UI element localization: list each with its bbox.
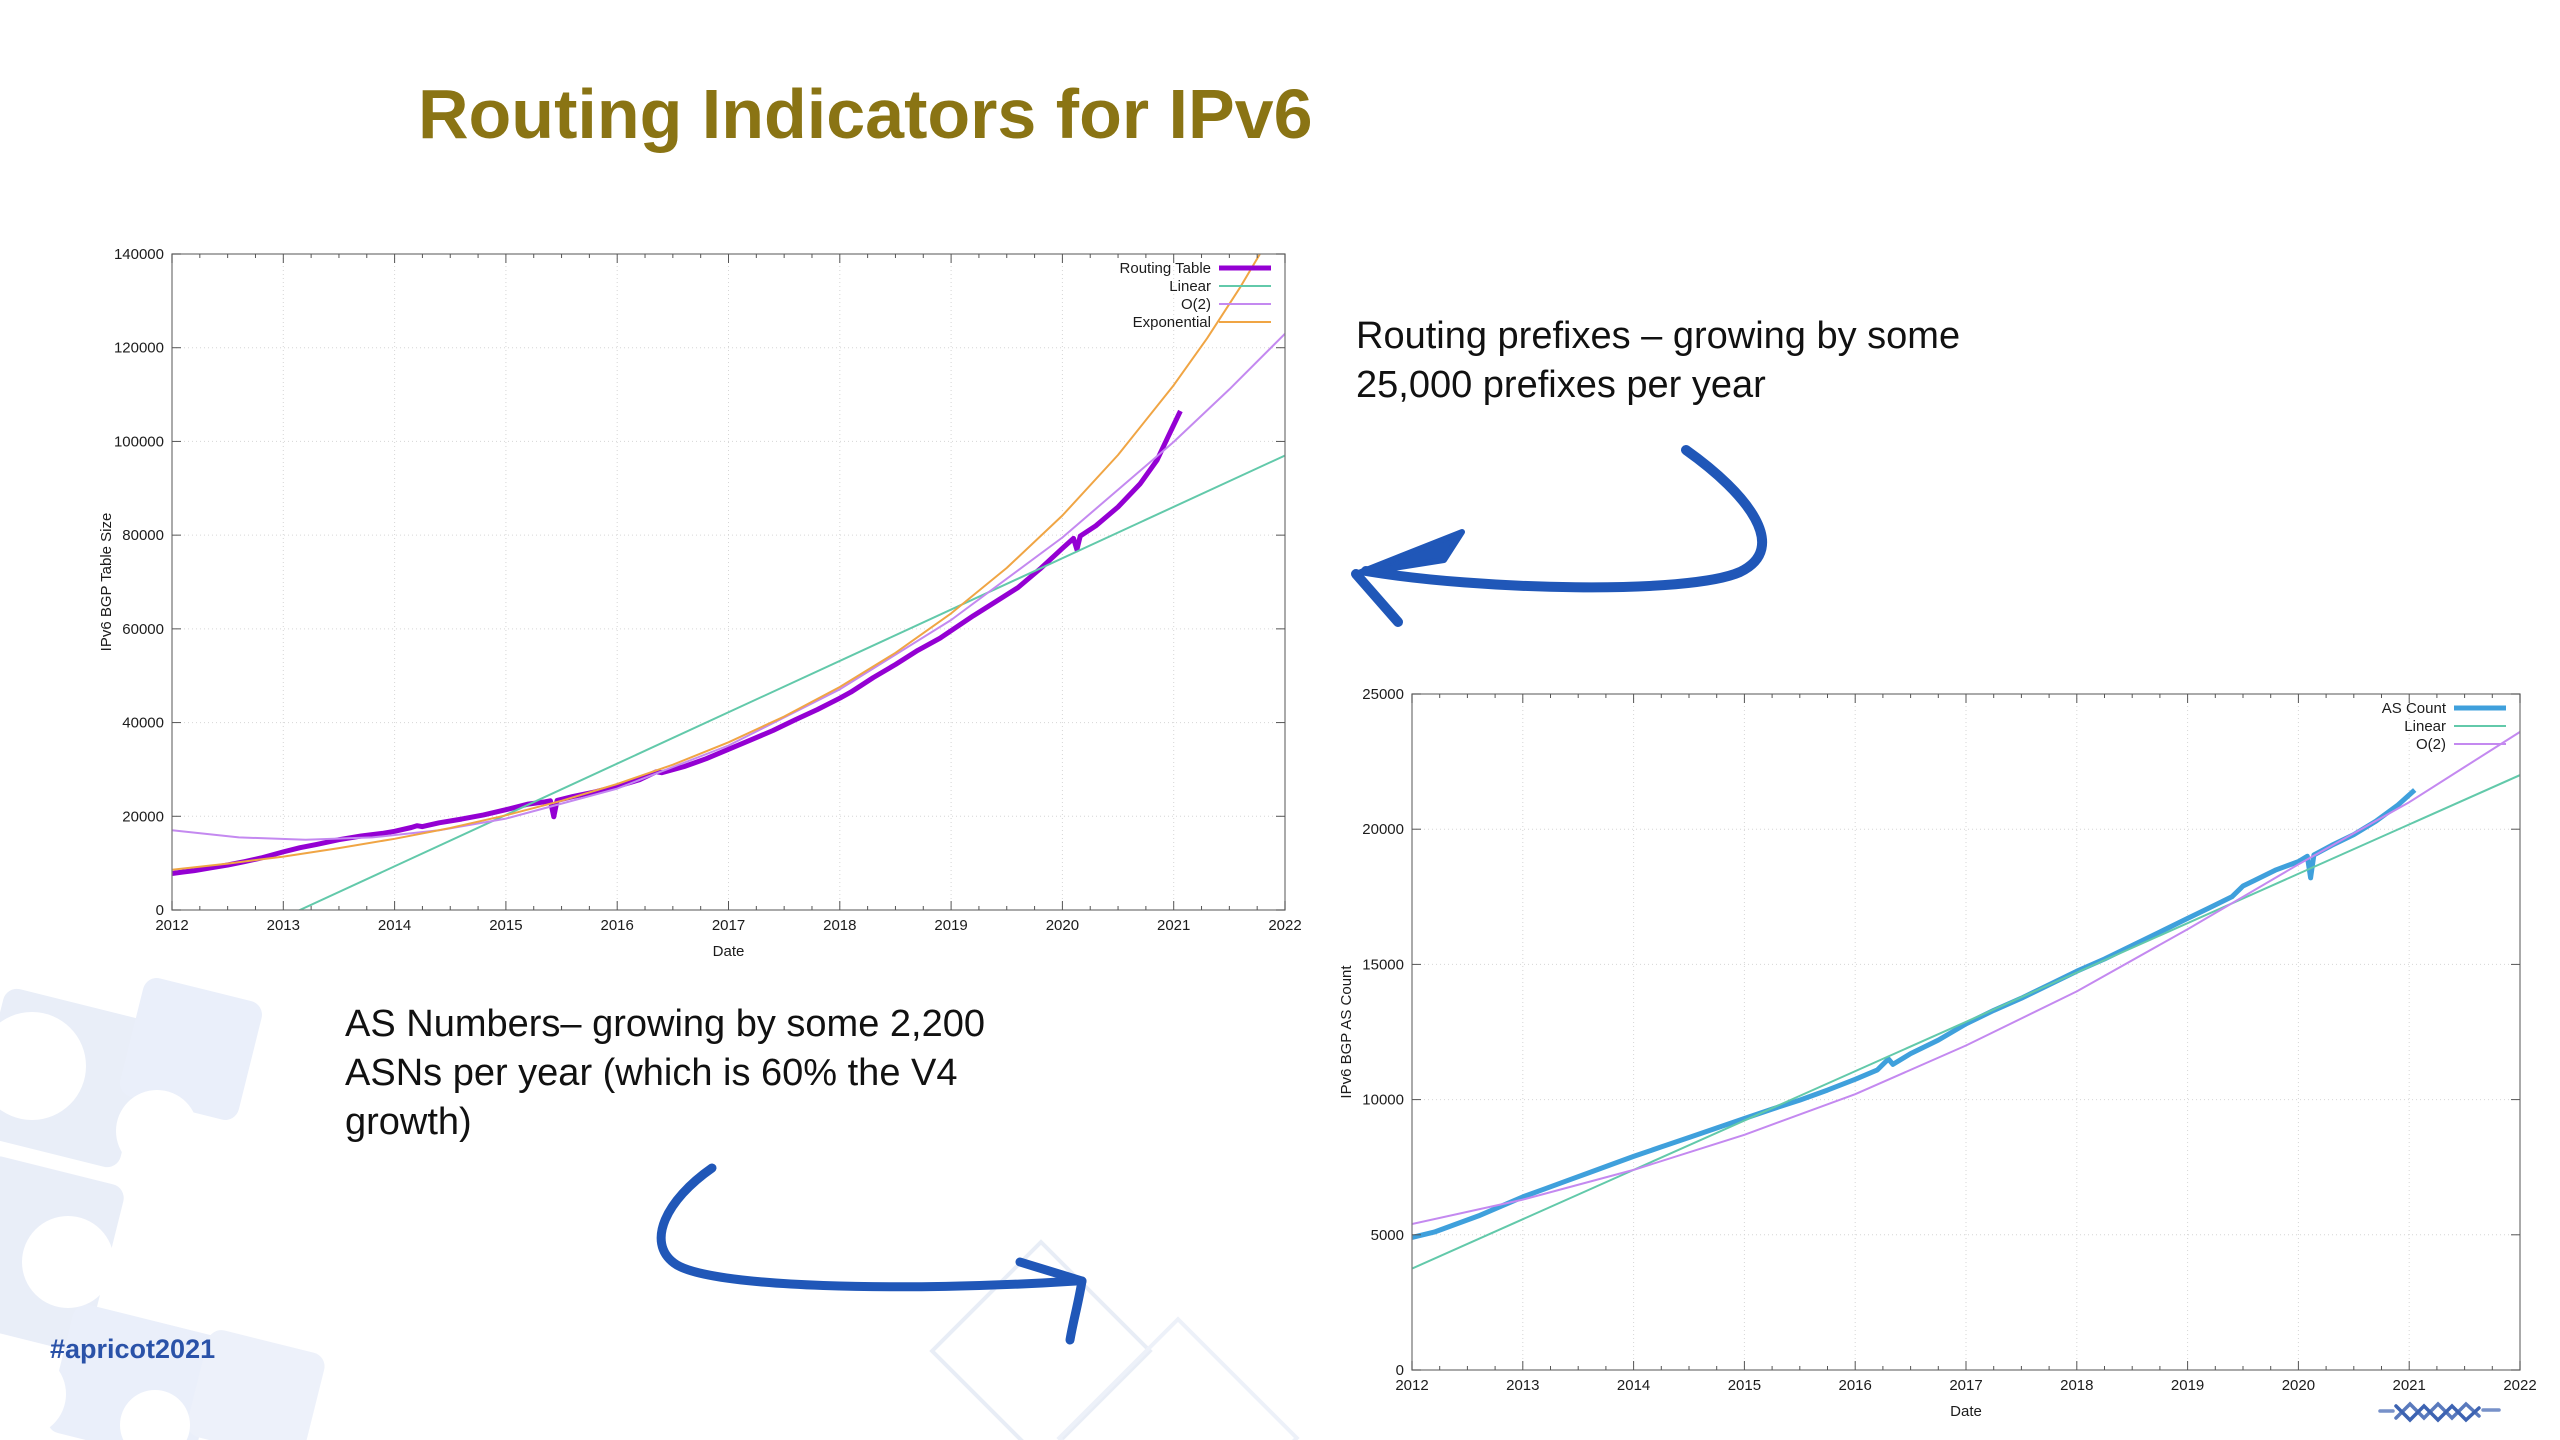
x-tick-label: 2017 bbox=[1949, 1377, 1982, 1394]
y-tick-label: 80000 bbox=[122, 527, 164, 544]
x-tick-label: 2012 bbox=[155, 917, 188, 934]
chart-canvas: 2012 2013 2014 2015 2016 2017 2018 2019 2020 2021… bbox=[98, 246, 1302, 960]
x-tick-label: 2014 bbox=[1617, 1377, 1650, 1394]
x-tick-label: 2016 bbox=[601, 917, 634, 934]
decor-tile bbox=[0, 1153, 127, 1355]
decor-circle bbox=[116, 1090, 198, 1172]
hashtag: #apricot2021 bbox=[50, 1334, 216, 1364]
annotation-line: 25,000 prefixes per year bbox=[1356, 364, 1766, 406]
annotation-line: growth) bbox=[345, 1101, 472, 1143]
x-tick-label: 2018 bbox=[823, 917, 856, 934]
decor-circle bbox=[0, 1012, 86, 1120]
x-tick-label: 2015 bbox=[489, 917, 522, 934]
x-tick-label: 2020 bbox=[2282, 1377, 2315, 1394]
y-tick-label: 100000 bbox=[114, 433, 164, 450]
y-tick-label: 25000 bbox=[1362, 686, 1404, 703]
x-tick-label: 2021 bbox=[1157, 917, 1190, 934]
x-tick-label: 2013 bbox=[267, 917, 300, 934]
decor-tile bbox=[44, 1301, 224, 1440]
x-tick-label: 2018 bbox=[2060, 1377, 2093, 1394]
x-tick-label: 2019 bbox=[934, 917, 967, 934]
series-line bbox=[172, 332, 1285, 841]
decor-circle bbox=[120, 1390, 190, 1440]
legend-label: Routing Table bbox=[1120, 260, 1211, 277]
series-line bbox=[172, 409, 1183, 876]
legend-label: Exponential bbox=[1133, 314, 1211, 331]
annotation-line: Routing prefixes – growing by some bbox=[1356, 315, 1961, 357]
x-tick-label: 2014 bbox=[378, 917, 411, 934]
y-tick-label: 60000 bbox=[122, 621, 164, 638]
annotation-routing-prefixes: Routing prefixes – growing by some 25,00… bbox=[1356, 312, 1960, 410]
legend-label: AS Count bbox=[2382, 700, 2447, 717]
x-axis-label: Date bbox=[1950, 1403, 1982, 1420]
decor-tile bbox=[117, 975, 265, 1123]
x-tick-label: 2016 bbox=[1839, 1377, 1872, 1394]
x-tick-label: 2020 bbox=[1046, 917, 1079, 934]
y-axis-label: IPv6 BGP Table Size bbox=[98, 513, 115, 652]
y-tick-label: 0 bbox=[156, 902, 164, 919]
x-tick-label: 2021 bbox=[2393, 1377, 2426, 1394]
x-tick-label: 2015 bbox=[1728, 1377, 1761, 1394]
decor-diamond bbox=[1056, 1316, 1300, 1440]
annotation-line: AS Numbers– growing by some 2,200 bbox=[345, 1003, 985, 1045]
series-line bbox=[297, 454, 1285, 910]
x-tick-label: 2017 bbox=[712, 917, 745, 934]
annotation-line: ASNs per year (which is 60% the V4 bbox=[345, 1052, 958, 1094]
decor-diamond bbox=[929, 1239, 1153, 1440]
apnic-zigzag-logo-icon bbox=[2378, 1401, 2501, 1423]
x-tick-label: 2019 bbox=[2171, 1377, 2204, 1394]
legend-label: O(2) bbox=[1181, 296, 1211, 313]
y-tick-label: 40000 bbox=[122, 715, 164, 732]
x-tick-label: 2022 bbox=[2503, 1377, 2536, 1394]
x-tick-label: 2013 bbox=[1506, 1377, 1539, 1394]
annotation-as-numbers: AS Numbers– growing by some 2,200 ASNs p… bbox=[345, 1000, 985, 1147]
legend-label: Linear bbox=[1169, 278, 1211, 295]
x-tick-label: 2022 bbox=[1268, 917, 1301, 934]
legend-label: O(2) bbox=[2416, 736, 2446, 753]
slide-title: Routing Indicators for IPv6 bbox=[418, 75, 1313, 153]
y-tick-label: 0 bbox=[1396, 1362, 1404, 1379]
series-line bbox=[1412, 731, 2520, 1225]
series-line bbox=[172, 254, 1262, 871]
y-tick-label: 15000 bbox=[1362, 956, 1404, 973]
series-line bbox=[1412, 774, 2520, 1270]
y-tick-label: 10000 bbox=[1362, 1092, 1404, 1109]
chart-ipv6-bgp-as-count: 2012 2013 2014 2015 2016 2017 2018 2019 2020 2021… bbox=[1335, 678, 2560, 1423]
y-tick-label: 140000 bbox=[114, 246, 164, 263]
series-line bbox=[1412, 788, 2417, 1240]
y-tick-label: 5000 bbox=[1371, 1227, 1404, 1244]
y-tick-label: 20000 bbox=[1362, 821, 1404, 838]
chart-ipv6-bgp-table-size: 2012 2013 2014 2015 2016 2017 2018 2019 2020 2021… bbox=[95, 240, 1310, 980]
decor-tile bbox=[0, 985, 155, 1171]
decor-circle bbox=[22, 1216, 114, 1308]
y-axis-label: IPv6 BGP AS Count bbox=[1338, 965, 1355, 1099]
legend-label: Linear bbox=[2404, 718, 2446, 735]
x-axis-label: Date bbox=[713, 943, 745, 960]
y-tick-label: 120000 bbox=[114, 340, 164, 357]
x-tick-label: 2012 bbox=[1395, 1377, 1428, 1394]
y-tick-label: 20000 bbox=[122, 808, 164, 825]
chart-canvas: 2012 2013 2014 2015 2016 2017 2018 2019 2020 2021… bbox=[1338, 686, 2537, 1420]
